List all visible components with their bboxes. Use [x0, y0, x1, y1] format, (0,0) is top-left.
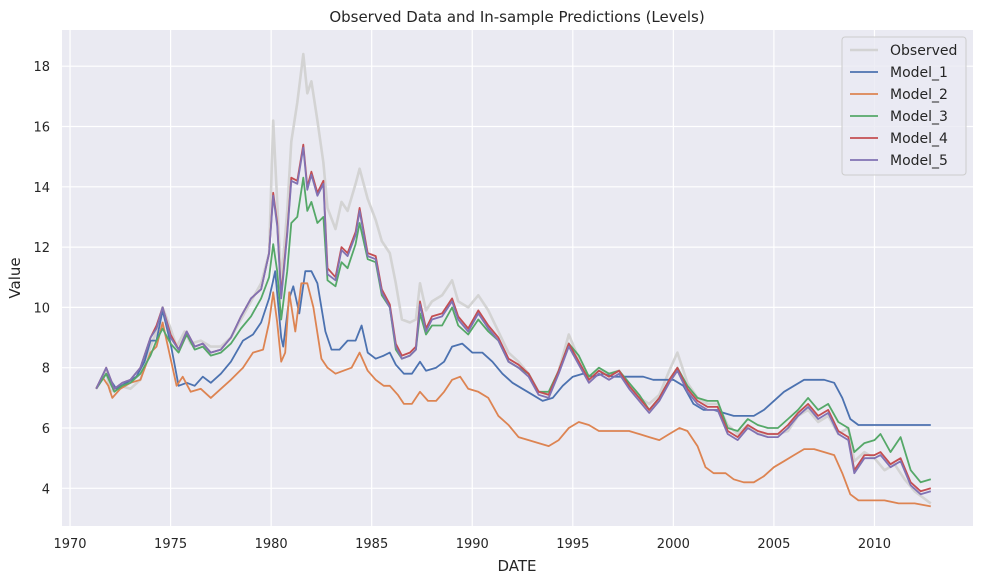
- series-line-model-1: [95, 270, 931, 426]
- legend-label: Model_1: [890, 65, 948, 81]
- legend-label: Model_3: [890, 109, 948, 125]
- y-axis-title: Value: [6, 257, 24, 298]
- x-tick-label: 1975: [154, 537, 187, 552]
- x-tick-label: 1985: [355, 537, 388, 552]
- y-axis-ticks: 4 6 8 10 12 14 16 18: [33, 60, 50, 497]
- y-tick-label: 8: [42, 362, 50, 377]
- y-tick-label: 6: [42, 422, 50, 437]
- x-tick-label: 2010: [858, 537, 891, 552]
- y-tick-label: 12: [33, 241, 50, 256]
- x-tick-label: 2000: [657, 537, 690, 552]
- legend: Observed Model_1 Model_2 Model_3 Model_4 Mode…: [841, 36, 967, 176]
- series-line-model-3: [95, 176, 932, 484]
- legend-label: Model_5: [890, 153, 948, 169]
- x-tick-label: 2005: [757, 537, 790, 552]
- x-tick-label: 1970: [53, 537, 86, 552]
- series-line-model-2: [95, 282, 931, 508]
- series-line-model-5: [95, 146, 932, 496]
- y-tick-label: 4: [42, 482, 50, 497]
- legend-label: Model_2: [890, 87, 948, 103]
- y-tick-label: 18: [33, 60, 50, 75]
- x-axis-ticks: 1970 1975 1980 1985 1990 1995 2000 2005 2010: [53, 537, 891, 552]
- x-tick-label: 1980: [255, 537, 288, 552]
- x-tick-label: 1995: [556, 537, 589, 552]
- chart-title: Observed Data and In-sample Predictions …: [329, 8, 704, 26]
- series-lines: [95, 52, 932, 508]
- plot-area: [62, 30, 973, 526]
- legend-label: Observed: [890, 43, 957, 59]
- x-tick-label: 1990: [456, 537, 489, 552]
- legend-label: Model_4: [890, 131, 948, 147]
- y-tick-label: 10: [33, 301, 50, 316]
- x-axis-title: DATE: [497, 557, 536, 575]
- y-tick-label: 14: [33, 181, 50, 196]
- y-tick-label: 16: [33, 120, 50, 135]
